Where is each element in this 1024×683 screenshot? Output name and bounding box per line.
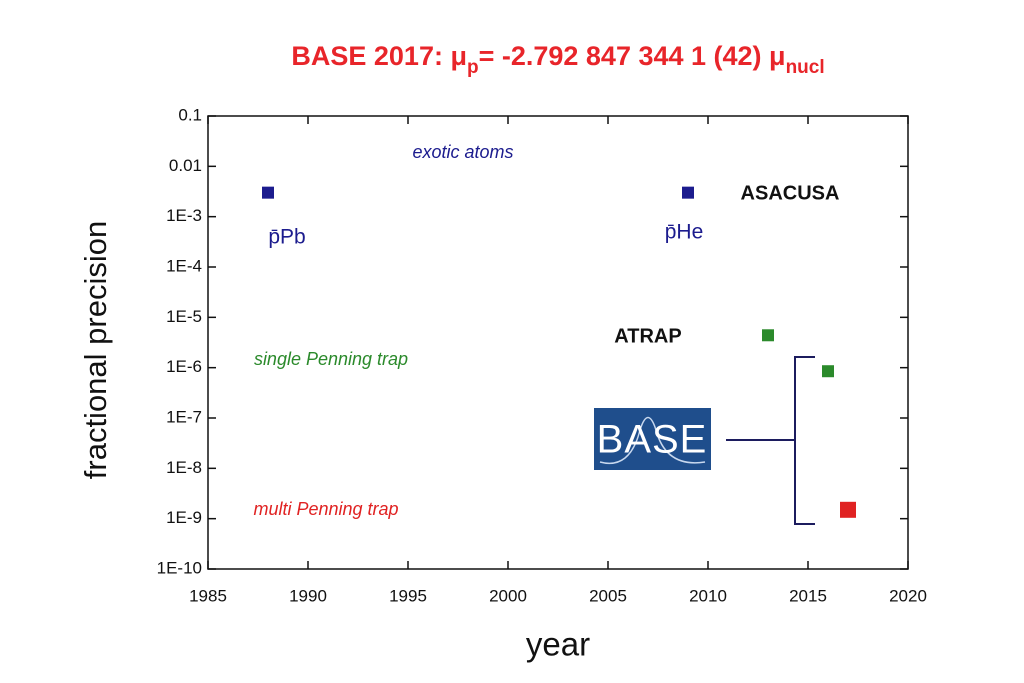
data-point xyxy=(762,329,774,342)
title-subscript: nucl xyxy=(786,57,825,78)
data-point xyxy=(840,501,856,518)
x-tick-label: 2000 xyxy=(489,586,527,605)
bracket xyxy=(726,356,815,525)
y-tick-label: 1E-10 xyxy=(157,558,202,577)
y-tick-label: 1E-5 xyxy=(166,307,202,326)
y-tick-label: 1E-7 xyxy=(166,407,202,426)
y-tick-label: 0.1 xyxy=(178,105,202,124)
annotation: p̄Pb xyxy=(268,226,305,249)
y-tick-label: 1E-6 xyxy=(166,357,202,376)
x-tick-label: 2010 xyxy=(689,586,727,605)
logo-text: BASE xyxy=(597,418,708,462)
series-label: multi Penning trap xyxy=(253,499,398,519)
data-point xyxy=(822,365,834,378)
x-tick-label: 2005 xyxy=(589,586,627,605)
y-tick-label: 1E-9 xyxy=(166,508,202,527)
title-part: BASE 2017: μ xyxy=(291,41,467,71)
chart-title: BASE 2017: μp= -2.792 847 344 1 (42) μnu… xyxy=(291,41,824,78)
data-point xyxy=(262,186,274,199)
x-tick-label: 2015 xyxy=(789,586,827,605)
x-axis-label: year xyxy=(526,626,590,663)
plot-frame xyxy=(207,115,909,570)
x-tick-label: 2020 xyxy=(889,586,927,605)
y-axis-label: fractional precision xyxy=(78,221,113,479)
bracket-line xyxy=(794,356,815,525)
annotation: p̄He xyxy=(665,221,704,244)
logo-box xyxy=(594,408,711,470)
annotation: ATRAP xyxy=(614,325,681,347)
y-tick-label: 1E-4 xyxy=(166,256,202,275)
x-tick-label: 1990 xyxy=(289,586,327,605)
title-part: = -2.792 847 344 1 (42) μ xyxy=(479,41,786,71)
title-subscript: p xyxy=(467,57,479,78)
x-tick-label: 1995 xyxy=(389,586,427,605)
x-tick-label: 1985 xyxy=(189,586,227,605)
y-tick-label: 1E-8 xyxy=(166,458,202,477)
logo-curve xyxy=(599,416,706,464)
y-tick-label: 0.01 xyxy=(169,156,202,175)
data-point xyxy=(682,186,694,199)
logo: BASE xyxy=(594,408,711,470)
series-label: single Penning trap xyxy=(254,349,408,369)
annotation: ASACUSA xyxy=(741,182,840,204)
series-label: exotic atoms xyxy=(412,142,513,162)
y-tick-label: 1E-3 xyxy=(166,206,202,225)
